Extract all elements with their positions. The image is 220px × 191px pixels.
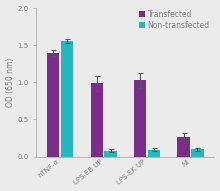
Bar: [148, 150, 160, 157]
Bar: [47, 53, 59, 157]
Bar: [178, 137, 190, 157]
Bar: [191, 149, 204, 157]
Bar: [61, 41, 73, 157]
Legend: Transfected, Non-transfected: Transfected, Non-transfected: [139, 9, 211, 30]
Y-axis label: OD (650 nm): OD (650 nm): [6, 58, 15, 107]
Bar: [104, 151, 117, 157]
Bar: [91, 83, 103, 157]
Bar: [134, 80, 146, 157]
